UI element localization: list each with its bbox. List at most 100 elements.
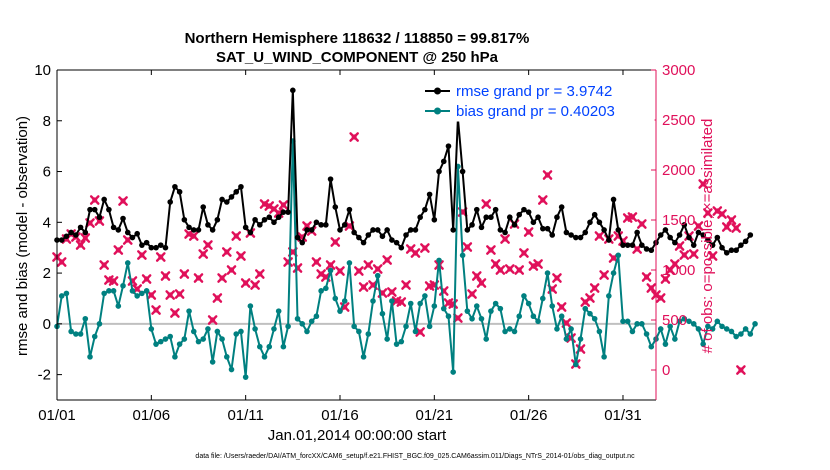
rmse-point	[440, 158, 447, 165]
bias-point	[280, 343, 287, 350]
rmse-point	[568, 232, 574, 238]
rmse-point	[497, 227, 504, 233]
rmse-point	[58, 237, 65, 243]
obs-count-marker-core	[256, 271, 263, 277]
bias-point	[242, 374, 249, 380]
obs-count-marker-core	[535, 261, 541, 267]
bias-point	[120, 282, 126, 289]
bias-point	[129, 288, 136, 294]
bias-point	[464, 308, 471, 314]
bias-point	[511, 328, 518, 335]
rmse-point	[723, 249, 730, 256]
obs-count-marker-core	[690, 251, 697, 257]
rmse-point	[577, 234, 584, 241]
obs-count-marker-core	[672, 261, 678, 267]
bias-point	[58, 293, 65, 299]
rmse-point	[502, 229, 508, 236]
rmse-point	[308, 227, 315, 233]
bias-point	[299, 321, 306, 327]
rmse-point	[205, 222, 211, 228]
rmse-point	[738, 242, 744, 248]
bias-point	[247, 303, 254, 309]
bias-point	[540, 295, 546, 302]
obs-count-marker-core	[101, 262, 107, 268]
obs-count-marker-core	[77, 242, 84, 248]
rmse-point	[327, 176, 334, 182]
rmse-point	[422, 206, 428, 213]
rmse-point	[464, 227, 471, 233]
bias-point	[337, 308, 343, 314]
bias-point	[568, 326, 574, 332]
bias-point	[662, 341, 669, 347]
bias-point	[304, 328, 310, 335]
bias-point	[271, 326, 277, 332]
rmse-point	[407, 227, 414, 233]
obs-count-marker-core	[422, 245, 428, 251]
rmse-point	[209, 227, 216, 233]
rmse-point	[290, 87, 296, 94]
obs-count-marker-core	[238, 253, 244, 259]
obs-count-marker-core	[648, 285, 655, 291]
obs-count-marker-core	[587, 295, 593, 301]
obs-count-marker-core	[639, 221, 645, 227]
obs-count-marker-core	[469, 291, 475, 297]
obs-count-marker-core	[539, 197, 546, 203]
rmse-point	[492, 206, 499, 213]
rmse-line	[57, 89, 752, 254]
obs-count-marker-core	[327, 262, 334, 268]
bias-point	[445, 313, 452, 320]
bias-point	[219, 336, 225, 342]
rmse-point	[643, 246, 650, 252]
rmse-point	[587, 219, 593, 226]
obs-count-marker-core	[417, 329, 424, 335]
bias-point	[714, 318, 721, 325]
bias-point	[96, 321, 103, 327]
bias-point	[115, 303, 122, 309]
obs-count-marker-core	[153, 307, 159, 313]
bias-point	[275, 308, 282, 314]
obs-count-marker-core	[195, 275, 202, 281]
bias-point	[77, 331, 84, 337]
bias-point	[657, 326, 664, 332]
obs-count-marker-core	[87, 220, 93, 226]
rmse-point	[705, 237, 711, 243]
bias-point	[176, 341, 183, 347]
bias-point	[228, 366, 235, 373]
obs-count-marker-core	[172, 310, 178, 316]
bias-point	[695, 326, 702, 332]
obs-count-marker-core	[313, 259, 320, 265]
y-right-tick-label: 500	[662, 312, 687, 329]
rmse-point	[304, 227, 310, 233]
x-tick-label: 01/11	[227, 407, 263, 424]
bias-point	[403, 323, 409, 330]
x-axis-label: Jan.01,2014 00:00:00 start	[268, 427, 447, 444]
bias-point	[101, 290, 107, 297]
obs-count-marker-core	[497, 267, 504, 273]
bias-point	[620, 318, 626, 325]
obs-count-marker-core	[657, 295, 664, 301]
obs-count-marker-core	[554, 275, 560, 281]
obs-count-marker-core	[719, 211, 725, 217]
bias-point	[181, 336, 188, 342]
rmse-point	[511, 222, 518, 228]
bias-point	[563, 336, 570, 342]
bias-point	[190, 328, 197, 335]
y-left-tick-label: 4	[43, 214, 51, 231]
bias-point	[544, 270, 551, 276]
bias-point	[700, 341, 706, 347]
legend-bias-marker	[434, 107, 441, 115]
obs-count-marker-core	[723, 224, 730, 230]
y-axis-left-label: rmse and bias (model - observation)	[14, 116, 31, 356]
rmse-point	[162, 244, 169, 251]
bias-point	[431, 303, 438, 309]
rmse-point	[110, 224, 117, 231]
bias-point	[356, 328, 362, 335]
rmse-point	[648, 247, 655, 254]
rmse-point	[82, 229, 89, 236]
bias-point	[68, 328, 74, 335]
bias-point	[238, 328, 244, 335]
bias-point	[233, 331, 240, 337]
rmse-point	[124, 229, 131, 236]
bias-point	[351, 323, 357, 330]
bias-point	[530, 313, 537, 320]
